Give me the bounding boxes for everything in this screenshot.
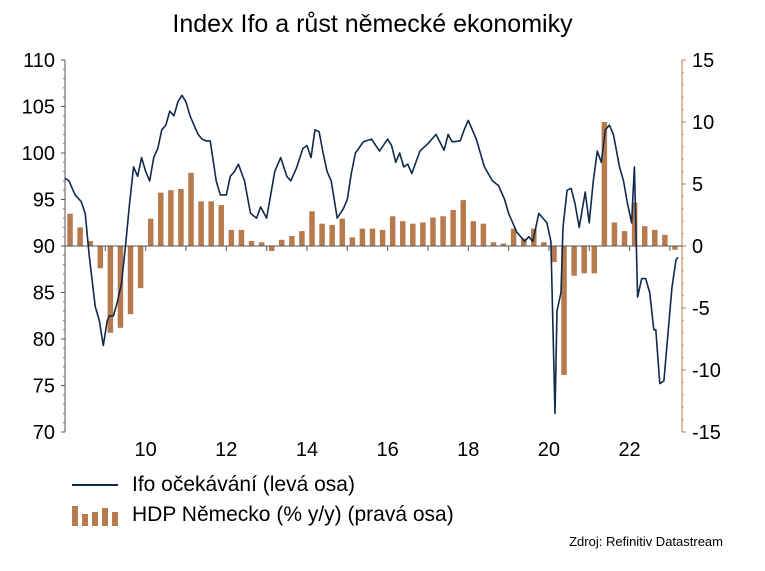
gdp-bar <box>430 217 436 246</box>
gdp-bar <box>158 192 164 246</box>
gdp-bar <box>571 246 577 276</box>
gdp-bar <box>601 122 608 246</box>
gdp-bar <box>591 246 598 274</box>
gdp-bar <box>470 221 477 246</box>
gdp-bar <box>420 222 426 246</box>
legend-label-ifo: Ifo očekávání (levá osa) <box>132 473 355 496</box>
gdp-bar <box>289 236 295 246</box>
gdp-bar <box>490 242 497 246</box>
gdp-bar <box>672 246 678 250</box>
gdp-bar <box>238 229 245 246</box>
left-axis-tick-label: 90 <box>33 236 55 258</box>
gdp-bar <box>621 231 628 246</box>
gdp-bar <box>652 229 658 246</box>
left-axis-tick-label: 95 <box>33 190 55 212</box>
gdp-bar <box>399 221 406 246</box>
gdp-bar <box>279 239 285 246</box>
gdp-bar <box>631 202 638 246</box>
gdp-bar <box>339 218 345 246</box>
source-note: Zdroj: Refinitiv Datastream <box>569 534 723 549</box>
gdp-bar <box>541 242 547 246</box>
gdp-bar <box>137 246 144 289</box>
legend-label-gdp: HDP Německo (% y/y) (pravá osa) <box>132 503 454 526</box>
right-axis-tick-label: 5 <box>692 174 703 196</box>
gdp-bar <box>349 237 356 246</box>
gdp-bar <box>248 241 255 246</box>
left-axis-tick-label: 70 <box>33 422 55 444</box>
left-axis-tick-label: 80 <box>33 329 55 351</box>
x-axis-tick-label: 10 <box>135 439 157 461</box>
gdp-bar <box>218 205 225 246</box>
right-axis-tick-label: -5 <box>692 298 710 320</box>
left-axis-tick-label: 85 <box>33 283 55 305</box>
left-axis-tick-label: 110 <box>23 50 55 72</box>
x-axis-tick-label: 14 <box>296 439 318 461</box>
ifo-line <box>64 94 679 415</box>
legend-line-swatch <box>72 484 118 486</box>
x-axis-tick-label: 22 <box>618 439 640 461</box>
gdp-bar <box>319 223 325 246</box>
gdp-bar <box>480 223 487 246</box>
gdp-bar <box>168 190 174 246</box>
left-axis-tick-label: 75 <box>33 376 55 398</box>
gdp-bar <box>299 231 305 246</box>
gdp-bar <box>379 229 386 246</box>
gdp-bar <box>440 216 446 246</box>
gdp-bar <box>369 228 376 246</box>
gdp-bar <box>258 242 265 246</box>
legend-item-ifo: Ifo očekávání (levá osa) <box>72 473 355 497</box>
gdp-bar <box>107 246 114 333</box>
left-axis-tick-label: 105 <box>22 97 55 119</box>
gdp-bar <box>641 226 648 246</box>
gdp-bar <box>198 201 204 246</box>
gdp-bar <box>410 223 416 246</box>
gdp-bar <box>662 234 668 246</box>
gdp-bar <box>147 218 154 246</box>
legend-bar-swatch <box>72 504 118 526</box>
gdp-bar <box>561 246 567 375</box>
gdp-bar <box>127 246 134 315</box>
gdp-bar <box>329 224 335 246</box>
gdp-bar <box>500 243 507 246</box>
x-axis-tick-label: 18 <box>457 439 479 461</box>
gdp-bar <box>520 238 527 246</box>
gdp-bar <box>450 210 456 246</box>
x-axis-tick-label: 12 <box>215 439 237 461</box>
x-axis-tick-label: 16 <box>376 439 398 461</box>
gdp-bar <box>67 213 73 246</box>
right-axis-tick-label: 15 <box>692 50 714 72</box>
gdp-bar <box>551 246 557 263</box>
gdp-bar <box>611 222 618 246</box>
right-axis-tick-label: 10 <box>692 112 714 134</box>
gdp-bar <box>389 216 396 246</box>
gdp-bar <box>77 227 83 246</box>
right-axis-tick-label: 0 <box>692 236 703 258</box>
gdp-bar <box>268 246 275 251</box>
gdp-bar <box>510 228 517 246</box>
gdp-bar <box>87 241 93 246</box>
gdp-bar <box>208 201 214 246</box>
gdp-bar <box>460 200 466 246</box>
left-axis-tick-label: 100 <box>22 143 55 165</box>
gdp-bar <box>359 228 366 246</box>
gdp-bar <box>97 246 104 269</box>
gdp-bar <box>309 211 315 246</box>
gdp-bar <box>228 229 235 246</box>
chart-title: Index Ifo a růst německé ekonomiky <box>172 10 573 38</box>
right-axis-tick-label: -15 <box>692 422 721 444</box>
gdp-bar <box>188 172 194 246</box>
legend-item-gdp: HDP Německo (% y/y) (pravá osa) <box>72 503 454 527</box>
gdp-bar <box>581 246 587 274</box>
x-axis-tick-label: 20 <box>538 439 560 461</box>
gdp-bar <box>178 188 184 246</box>
right-axis-tick-label: -10 <box>692 360 721 382</box>
